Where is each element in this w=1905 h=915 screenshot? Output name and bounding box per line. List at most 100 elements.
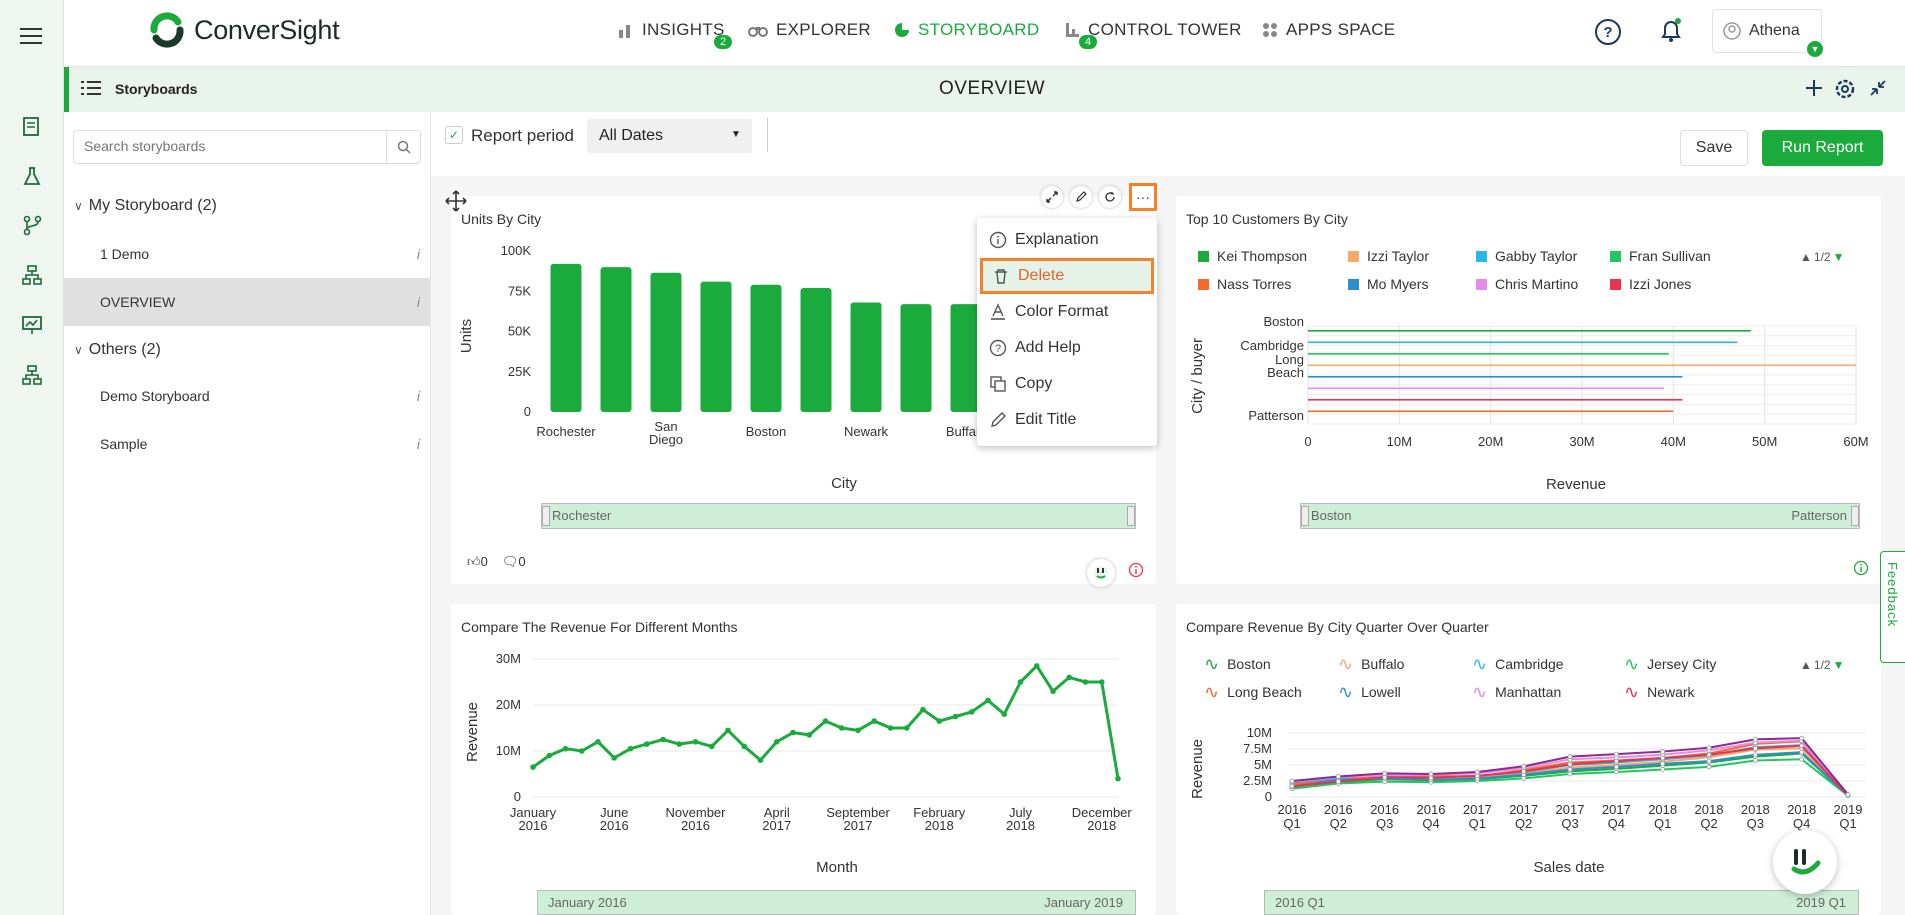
data-point[interactable] bbox=[1428, 771, 1434, 777]
data-point[interactable] bbox=[1799, 735, 1805, 741]
date-range-select[interactable]: All Dates ▼ bbox=[587, 119, 752, 153]
data-point[interactable] bbox=[822, 718, 829, 724]
data-point[interactable] bbox=[1660, 761, 1666, 767]
data-point[interactable] bbox=[985, 697, 991, 704]
data-point[interactable] bbox=[1613, 751, 1619, 757]
data-point[interactable] bbox=[871, 718, 878, 724]
data-point[interactable] bbox=[1706, 745, 1712, 751]
bar[interactable] bbox=[1308, 353, 1669, 355]
sidebar-item-demo-storyboard[interactable]: Demo Storyboard i bbox=[64, 372, 430, 420]
collapse-icon[interactable] bbox=[1869, 79, 1887, 102]
menu-delete[interactable]: Delete bbox=[980, 258, 1154, 294]
nav-explorer[interactable]: EXPLORER bbox=[748, 20, 871, 40]
bar[interactable] bbox=[1308, 341, 1738, 344]
menu-explanation[interactable]: Explanation bbox=[977, 222, 1157, 258]
data-point[interactable] bbox=[1567, 771, 1573, 777]
data-point[interactable] bbox=[611, 755, 618, 761]
data-point[interactable] bbox=[562, 745, 569, 752]
data-point[interactable] bbox=[1567, 761, 1573, 767]
data-point[interactable] bbox=[1706, 758, 1712, 764]
data-point[interactable] bbox=[1017, 679, 1024, 685]
data-point[interactable] bbox=[1613, 764, 1619, 770]
data-point[interactable] bbox=[1335, 774, 1341, 779]
data-point[interactable] bbox=[1521, 776, 1527, 781]
legend-item[interactable]: ∿ Manhattan bbox=[1472, 683, 1561, 701]
data-point[interactable] bbox=[1799, 749, 1805, 755]
data-point[interactable] bbox=[1706, 764, 1712, 770]
data-point[interactable] bbox=[838, 725, 845, 731]
data-point[interactable] bbox=[1066, 674, 1073, 681]
sidebar-item-1-demo[interactable]: 1 Demo i bbox=[64, 230, 430, 278]
data-point[interactable] bbox=[1050, 688, 1056, 694]
data-point[interactable] bbox=[595, 739, 601, 745]
range-slider[interactable]: Boston Patterson bbox=[1300, 503, 1860, 529]
data-point[interactable] bbox=[1082, 679, 1089, 685]
data-point[interactable] bbox=[1001, 711, 1008, 717]
help-icon[interactable]: ? bbox=[1594, 18, 1622, 51]
data-point[interactable] bbox=[627, 745, 634, 752]
run-report-button[interactable]: Run Report bbox=[1762, 130, 1883, 166]
hamburger-menu-icon[interactable] bbox=[20, 26, 44, 46]
slider-left-handle[interactable] bbox=[1301, 506, 1309, 526]
chat-assistant-button[interactable] bbox=[1773, 830, 1837, 894]
bar[interactable] bbox=[700, 281, 732, 412]
data-point[interactable] bbox=[773, 739, 780, 745]
data-point[interactable] bbox=[1752, 745, 1758, 751]
legend-item[interactable]: Chris Martino bbox=[1476, 276, 1578, 292]
nav-apps-space[interactable]: APPS SPACE bbox=[1262, 20, 1395, 40]
save-button[interactable]: Save bbox=[1680, 130, 1748, 166]
bar[interactable] bbox=[800, 288, 832, 412]
data-point[interactable] bbox=[1289, 778, 1295, 784]
like-button[interactable]: 👍︎0 bbox=[467, 554, 488, 570]
legend-item[interactable]: Fran Sullivan bbox=[1610, 248, 1711, 264]
data-point[interactable] bbox=[1660, 755, 1666, 761]
user-dropdown-icon[interactable]: ▼ bbox=[1807, 41, 1823, 57]
data-point[interactable] bbox=[1752, 758, 1758, 763]
bar[interactable] bbox=[900, 304, 932, 412]
legend-item[interactable]: ∿ Jersey City bbox=[1624, 655, 1716, 673]
pager-up-icon[interactable]: ▲ bbox=[1800, 250, 1812, 264]
report-period-checkbox[interactable]: ✓ bbox=[445, 126, 463, 144]
data-point[interactable] bbox=[806, 732, 813, 738]
bar[interactable] bbox=[1308, 387, 1665, 390]
menu-add-help[interactable]: ? Add Help bbox=[977, 330, 1157, 366]
bar[interactable] bbox=[550, 263, 582, 412]
data-point[interactable] bbox=[920, 706, 926, 713]
group-others[interactable]: ∨ Others (2) bbox=[64, 326, 430, 374]
slider-right-handle[interactable] bbox=[1851, 506, 1859, 526]
legend-item[interactable]: Izzi Jones bbox=[1610, 276, 1691, 292]
group-my-storyboard[interactable]: ∨ My Storyboard (2) bbox=[64, 182, 430, 230]
data-point[interactable] bbox=[757, 757, 764, 763]
data-point[interactable] bbox=[1382, 774, 1388, 780]
data-point[interactable] bbox=[1033, 663, 1040, 669]
org-chart-icon[interactable] bbox=[21, 364, 43, 391]
data-point[interactable] bbox=[578, 748, 585, 754]
report-icon[interactable] bbox=[21, 116, 43, 143]
data-point[interactable] bbox=[790, 729, 796, 736]
range-slider[interactable]: 2016 Q1 2019 Q1 bbox=[1264, 890, 1859, 915]
legend-item[interactable]: Kei Thompson bbox=[1198, 248, 1307, 264]
bar[interactable] bbox=[950, 304, 982, 412]
menu-color-format[interactable]: Color Format bbox=[977, 294, 1157, 330]
comment-button[interactable]: 🗨︎0 bbox=[502, 554, 526, 570]
legend-item[interactable]: ∿ Cambridge bbox=[1472, 655, 1564, 673]
legend-item[interactable]: Izzi Taylor bbox=[1348, 248, 1429, 264]
data-point[interactable] bbox=[1613, 758, 1619, 764]
menu-edit-title[interactable]: Edit Title bbox=[977, 402, 1157, 438]
item-more-icon[interactable]: i bbox=[416, 294, 420, 310]
range-slider[interactable]: Rochester bbox=[541, 503, 1136, 529]
legend-item[interactable]: ∿ Buffalo bbox=[1338, 655, 1404, 673]
legend-item[interactable]: ∿ Boston bbox=[1204, 655, 1271, 673]
legend-pager[interactable]: ▲ 1/2 ▼ bbox=[1800, 658, 1844, 672]
bar[interactable] bbox=[1308, 376, 1683, 378]
more-options-icon[interactable]: ··· bbox=[1129, 183, 1157, 211]
data-point[interactable] bbox=[1289, 783, 1295, 789]
data-point[interactable] bbox=[692, 739, 699, 745]
data-point[interactable] bbox=[1845, 792, 1851, 797]
presentation-icon[interactable] bbox=[21, 314, 43, 341]
data-point[interactable] bbox=[1335, 779, 1341, 785]
bar[interactable] bbox=[750, 284, 782, 412]
data-point[interactable] bbox=[676, 741, 683, 747]
item-more-icon[interactable]: i bbox=[416, 246, 420, 262]
drag-handle-icon[interactable] bbox=[445, 190, 467, 217]
